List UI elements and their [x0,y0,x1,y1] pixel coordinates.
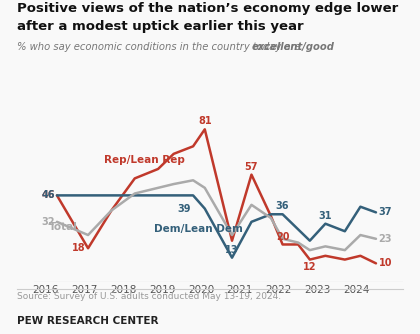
Text: 32: 32 [42,217,55,227]
Text: 20: 20 [276,232,289,241]
Text: % who say economic conditions in the country today are: % who say economic conditions in the cou… [17,42,304,52]
Text: 13: 13 [225,245,239,255]
Text: excellent/good: excellent/good [252,42,335,52]
Text: 18: 18 [72,243,85,253]
Text: 46: 46 [42,190,55,200]
Text: 12: 12 [303,263,317,273]
Text: 81: 81 [198,117,212,127]
Text: 23: 23 [379,234,392,244]
Text: Total: Total [49,222,78,232]
Text: 46: 46 [42,190,55,200]
Text: Positive views of the nation’s economy edge lower: Positive views of the nation’s economy e… [17,2,398,15]
Text: 37: 37 [379,207,392,217]
Text: after a modest uptick earlier this year: after a modest uptick earlier this year [17,20,303,33]
Text: Rep/Lean Rep: Rep/Lean Rep [104,155,184,165]
Text: PEW RESEARCH CENTER: PEW RESEARCH CENTER [17,316,158,326]
Text: Source: Survey of U.S. adults conducted May 13-19, 2024.: Source: Survey of U.S. adults conducted … [17,292,281,301]
Text: 39: 39 [177,204,190,214]
Text: 57: 57 [245,162,258,172]
Text: 36: 36 [276,201,289,211]
Text: 31: 31 [319,211,332,221]
Text: 10: 10 [379,259,392,268]
Text: Dem/Lean Dem: Dem/Lean Dem [154,224,243,234]
